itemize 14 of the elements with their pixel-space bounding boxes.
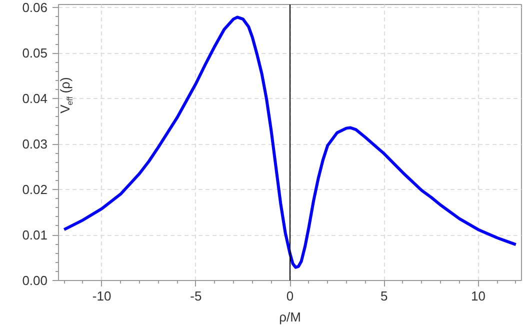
x-tick-label: -10: [92, 288, 112, 304]
x-tick-label: -5: [190, 288, 202, 304]
y-tick-label: 0.02: [22, 182, 48, 198]
y-tick-label: 0.05: [22, 46, 48, 61]
y-tick-label: 0.06: [22, 0, 48, 16]
x-tick-label: 0: [286, 288, 294, 304]
y-axis-title: Veff(ρ): [58, 77, 74, 114]
y-tick-label: 0.03: [22, 136, 48, 152]
x-tick-label: 10: [470, 288, 486, 304]
y-tick-label: 0.04: [22, 91, 48, 106]
x-tick-label: 5: [380, 288, 388, 304]
x-axis-title: ρ/M: [279, 310, 301, 324]
y-tick-label: 0.01: [22, 228, 48, 243]
y-tick-label: 0.00: [22, 273, 48, 288]
